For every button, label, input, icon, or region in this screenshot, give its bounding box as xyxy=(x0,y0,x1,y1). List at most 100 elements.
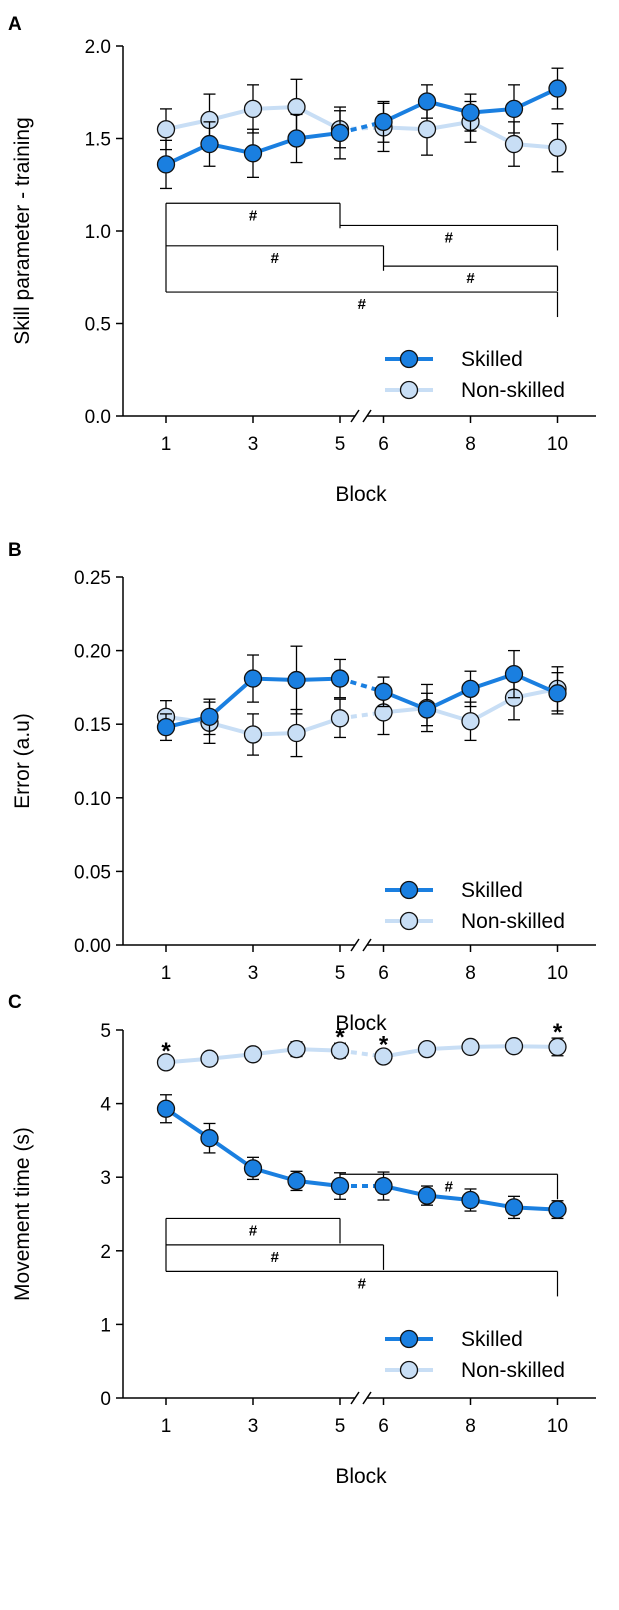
series-skilled xyxy=(156,645,567,742)
data-point xyxy=(374,682,393,701)
y-axis-title: Skill parameter - training xyxy=(11,117,34,345)
data-point xyxy=(461,1190,480,1210)
data-point xyxy=(417,1039,437,1059)
axis-break-mark xyxy=(350,1391,360,1405)
series-non-skilled xyxy=(156,1037,567,1072)
x-tick-label: 1 xyxy=(161,1416,172,1437)
y-tick-label: 0.20 xyxy=(74,642,111,663)
y-tick-label: 0.05 xyxy=(74,862,111,883)
comparison-bracket: # xyxy=(383,265,559,292)
series-skilled xyxy=(156,1094,567,1220)
data-point xyxy=(243,144,263,163)
legend: Skilled Non-skilled xyxy=(385,879,565,933)
x-tick-label: 10 xyxy=(547,963,568,984)
comparison-bracket: # xyxy=(166,291,559,318)
panel-a: A 0.0 0.5 1.0 1.5 2.0 1 3 5 6 8 10 Block Skill parame… xyxy=(8,14,596,506)
legend: Skilled Non-skilled xyxy=(385,1328,565,1382)
significance-star: * xyxy=(161,1038,171,1065)
data-point xyxy=(156,155,176,174)
data-point xyxy=(330,1041,350,1060)
y-tick-label: 1.5 xyxy=(85,130,111,151)
axis-break-mark xyxy=(350,409,360,423)
data-point xyxy=(156,717,176,737)
x-tick-label: 3 xyxy=(248,1416,259,1437)
x-tick-label: 6 xyxy=(378,963,389,984)
data-point xyxy=(200,1129,219,1148)
data-point xyxy=(330,1176,350,1196)
comparison-bracket: # xyxy=(340,1173,559,1200)
legend-label: Skilled xyxy=(461,1328,523,1351)
data-point xyxy=(287,129,306,148)
data-point xyxy=(461,679,480,699)
data-point xyxy=(417,120,437,139)
legend-label: Non-skilled xyxy=(461,379,565,402)
x-tick-label: 10 xyxy=(547,1416,568,1437)
y-tick-label: 0 xyxy=(100,1389,111,1410)
x-tick-label: 8 xyxy=(465,1416,476,1437)
data-point xyxy=(461,712,480,731)
panel-label: B xyxy=(8,540,22,561)
axis-break-mark xyxy=(362,1391,372,1405)
x-tick-label: 8 xyxy=(465,434,476,455)
axis-break-mark xyxy=(362,938,372,952)
x-tick-label: 8 xyxy=(465,963,476,984)
legend-label: Skilled xyxy=(461,879,523,902)
y-tick-label: 2 xyxy=(100,1242,111,1263)
comparison-bracket: # xyxy=(340,224,559,251)
data-point xyxy=(504,134,524,154)
data-point xyxy=(417,700,437,719)
x-tick-label: 6 xyxy=(378,434,389,455)
y-tick-label: 4 xyxy=(100,1095,111,1116)
data-point xyxy=(243,1159,263,1178)
data-point xyxy=(200,1049,219,1068)
y-tick-label: 0.10 xyxy=(74,789,111,810)
data-point xyxy=(156,1053,176,1072)
axis-break-mark xyxy=(362,409,372,423)
panel-c: C 0 1 2 3 4 5 1 3 5 6 8 10 Block Movement time (s) # # # #… xyxy=(8,992,596,1488)
comparison-bracket: # xyxy=(166,202,341,229)
axis-break-mark xyxy=(350,938,360,952)
legend-marker xyxy=(399,911,419,931)
data-point xyxy=(287,97,306,117)
data-point xyxy=(200,707,219,726)
data-point xyxy=(330,709,350,728)
legend-marker xyxy=(399,1360,419,1380)
legend-marker xyxy=(399,349,419,369)
y-tick-label: 2.0 xyxy=(85,37,111,58)
legend-marker xyxy=(399,1329,419,1349)
data-point xyxy=(504,99,524,119)
panel-label: A xyxy=(8,14,22,35)
y-axis-title: Error (a.u) xyxy=(11,713,34,809)
x-tick-label: 6 xyxy=(378,1416,389,1437)
data-point xyxy=(330,123,350,143)
y-tick-label: 0.25 xyxy=(74,568,111,589)
data-point xyxy=(504,1198,524,1217)
significance-hash: # xyxy=(445,229,454,246)
data-point xyxy=(548,138,567,157)
y-tick-label: 0.15 xyxy=(74,715,111,736)
data-point xyxy=(504,665,524,684)
legend: Skilled Non-skilled xyxy=(385,348,565,402)
x-axis-title: Block xyxy=(335,483,387,506)
series-non-skilled xyxy=(156,666,567,758)
y-tick-label: 0.00 xyxy=(74,936,111,957)
data-point xyxy=(374,112,393,131)
significance-hash: # xyxy=(358,296,367,313)
significance-hash: # xyxy=(466,270,475,287)
significance-hash: # xyxy=(445,1178,454,1195)
data-point xyxy=(374,1176,393,1196)
significance-star: * xyxy=(379,1032,389,1059)
panel-label: C xyxy=(8,992,22,1013)
y-tick-label: 1.0 xyxy=(85,222,111,243)
x-axis-title: Block xyxy=(335,1012,387,1035)
comparison-bracket: # xyxy=(166,245,385,271)
data-point xyxy=(548,1037,567,1057)
data-point xyxy=(548,684,567,703)
comparison-bracket: # xyxy=(166,1244,385,1270)
significance-hash: # xyxy=(358,1275,367,1292)
data-point xyxy=(374,1047,393,1066)
data-point xyxy=(200,134,219,154)
data-point xyxy=(156,120,176,139)
y-tick-label: 0.5 xyxy=(85,315,111,336)
significance-hash: # xyxy=(249,207,258,224)
